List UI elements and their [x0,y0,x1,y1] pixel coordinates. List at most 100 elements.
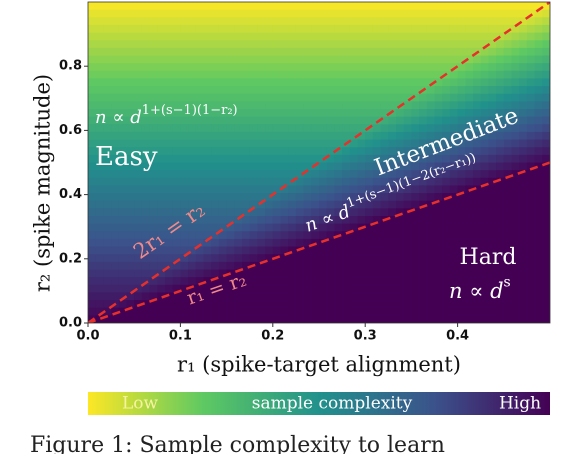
heatmap-cell [211,307,220,316]
heatmap-cell [380,63,389,72]
heatmap-cell [265,269,274,278]
heatmap-cell [319,208,328,217]
heatmap-cell [457,47,466,57]
heatmap-cell [349,292,359,301]
heatmap-cell [434,216,443,225]
heatmap-cell [334,315,343,323]
heatmap-cell [319,47,328,57]
heatmap-cell [218,101,228,110]
heatmap-cell [349,177,359,187]
heatmap-cell [195,269,205,278]
heatmap-cell [211,63,220,72]
heatmap-cell [188,17,197,26]
heatmap-cell [249,63,258,72]
heatmap-cell [419,261,428,271]
heatmap-cell [396,109,405,118]
heatmap-cell [519,124,528,133]
heatmap-cell [526,208,536,217]
heatmap-cell [457,261,466,271]
heatmap-cell [295,216,305,225]
heatmap-cell [534,116,543,125]
heatmap-cell [503,63,513,72]
heatmap-cell [380,55,389,64]
heatmap-cell [95,238,104,248]
heatmap-cell [473,231,482,240]
heatmap-cell [457,2,466,11]
heatmap-cell [172,193,181,202]
heatmap-cell [526,63,536,72]
heatmap-cell [496,231,505,240]
heatmap-cell [442,131,451,141]
heatmap-cell [380,70,389,80]
heatmap-cell [141,131,151,141]
heatmap-cell [519,32,528,41]
heatmap-cell [311,246,320,255]
heatmap-cell [295,154,305,164]
heatmap-cell [449,231,459,240]
heatmap-cell [157,17,166,26]
heatmap-cell [449,208,459,217]
heatmap-cell [342,124,351,133]
heatmap-cell [134,246,143,255]
heatmap-cell [141,2,151,11]
heatmap-cell [334,116,343,125]
heatmap-cell [249,246,258,255]
heatmap-cell [141,216,151,225]
heatmap-cell [103,200,112,209]
heatmap-cell [396,32,405,41]
heatmap-cell [118,185,128,194]
heatmap-cell [419,284,428,294]
heatmap-cell [488,70,497,80]
heatmap-cell [396,93,405,102]
heatmap-cell [534,86,543,95]
heatmap-cell [380,78,389,87]
heatmap-cell [211,101,220,110]
heatmap-cell [442,109,451,118]
heatmap-cell [149,284,158,294]
heatmap-cell [103,238,112,248]
heatmap-cell [388,315,397,323]
heatmap-cell [226,223,235,232]
heatmap-cell [149,277,158,286]
heatmap-cell [280,292,289,301]
heatmap-cell [403,154,412,164]
heatmap-cell [103,47,112,57]
heatmap-cell [111,55,120,64]
heatmap-cell [411,231,420,240]
heatmap-cell [188,101,197,110]
heatmap-cell [111,238,120,248]
heatmap-cell [334,63,343,72]
heatmap-cell [519,261,528,271]
heatmap-cell [449,2,459,11]
heatmap-cell [480,139,489,148]
heatmap-cell [319,32,328,41]
heatmap-cell [326,216,335,225]
heatmap-cell [311,93,320,102]
heatmap-cell [503,93,513,102]
heatmap-cell [226,109,235,118]
heatmap-cell [511,269,520,278]
heatmap-cell [149,170,158,179]
heatmap-cell [496,246,505,255]
heatmap-cell [303,154,312,164]
heatmap-cell [157,101,166,110]
heatmap-cell [380,185,389,194]
heatmap-cell [334,300,343,309]
heatmap-cell [319,177,328,187]
heatmap-cell [357,216,366,225]
heatmap-cell [465,70,474,80]
heatmap-cell [449,147,459,156]
heatmap-cell [372,101,382,110]
heatmap-cell [226,124,235,133]
heatmap-cell [365,9,374,18]
heatmap-cell [134,47,143,57]
heatmap-cell [403,162,412,171]
heatmap-cell [149,124,158,133]
heatmap-cell [303,162,312,171]
heatmap-cell [242,292,251,301]
heatmap-cell [534,154,543,164]
heatmap-cell [295,277,305,286]
heatmap-cell [149,9,158,18]
heatmap-cell [473,139,482,148]
heatmap-cell [288,254,297,263]
